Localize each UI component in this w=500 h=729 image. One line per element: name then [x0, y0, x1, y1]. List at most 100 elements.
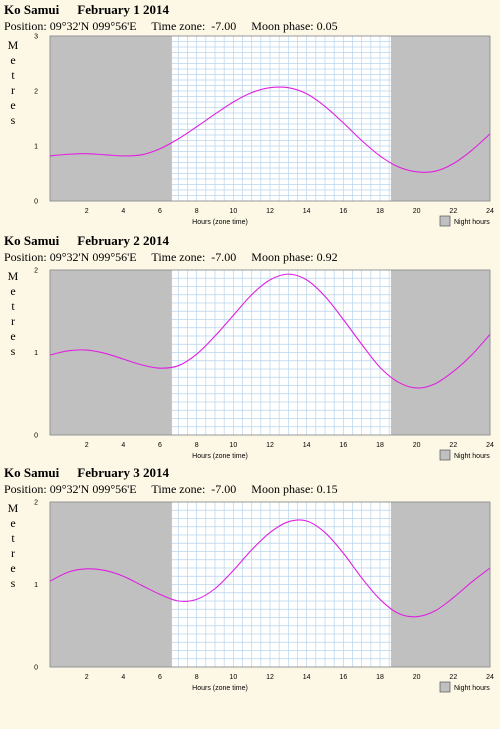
y-axis-label-letter: t: [11, 68, 15, 82]
x-tick-label: 10: [229, 442, 237, 449]
moon-phase: 0.92: [316, 250, 338, 264]
y-axis-label-letter: M: [7, 38, 19, 52]
x-tick-label: 6: [158, 442, 162, 449]
legend-label: Night hours: [454, 685, 490, 692]
moon-label: Moon phase:: [251, 250, 314, 264]
panel-info: Position: 09°32'N 099°56'E Time zone: -7…: [4, 250, 338, 265]
y-axis-label-letter: s: [10, 576, 16, 590]
position: 09°32'N 099°56'E: [49, 19, 137, 33]
y-tick-label: 1: [34, 582, 38, 589]
x-tick-label: 2: [85, 442, 89, 449]
legend-label: Night hours: [454, 219, 490, 226]
x-tick-label: 14: [303, 674, 311, 681]
y-axis-label-letter: t: [11, 299, 15, 313]
x-axis-label: Hours (zone time): [192, 685, 248, 692]
y-axis-label-letter: s: [10, 113, 16, 127]
x-tick-label: 8: [195, 442, 199, 449]
y-axis-label-letter: r: [11, 546, 15, 560]
x-tick-label: 24: [486, 208, 494, 215]
timezone: -7.00: [211, 482, 237, 496]
x-tick-label: 2: [85, 674, 89, 681]
x-tick-label: 4: [121, 674, 125, 681]
x-axis-label: Hours (zone time): [192, 453, 248, 460]
tide-curve: [49, 273, 491, 389]
tide-curve: [49, 519, 491, 618]
night-band: [391, 502, 490, 667]
y-tick-label: 0: [34, 433, 38, 440]
location: Ko Samui: [4, 233, 60, 248]
date: February 3 2014: [77, 465, 169, 480]
panel-title: Ko Samui February 2 2014: [4, 233, 169, 249]
y-axis-label-letter: e: [10, 284, 16, 298]
legend-label: Night hours: [454, 453, 490, 460]
x-tick-label: 12: [266, 442, 274, 449]
x-tick-label: 14: [303, 442, 311, 449]
x-tick-label: 22: [449, 208, 457, 215]
night-band: [50, 502, 172, 667]
x-tick-label: 22: [449, 674, 457, 681]
x-tick-label: 20: [413, 208, 421, 215]
date: February 2 2014: [77, 233, 169, 248]
x-tick-label: 18: [376, 442, 384, 449]
x-tick-label: 12: [266, 208, 274, 215]
y-tick-label: 2: [34, 268, 38, 275]
y-axis-label-letter: M: [7, 269, 19, 283]
panel-title: Ko Samui February 1 2014: [4, 2, 169, 18]
moon-phase: 0.05: [316, 19, 338, 33]
location: Ko Samui: [4, 2, 60, 17]
y-tick-label: 1: [34, 350, 38, 357]
timezone-label: Time zone:: [151, 482, 206, 496]
x-tick-label: 16: [339, 208, 347, 215]
position-label: Position:: [4, 482, 47, 496]
x-tick-label: 12: [266, 674, 274, 681]
y-tick-label: 1: [34, 144, 38, 151]
night-band: [391, 270, 490, 435]
x-tick-label: 8: [195, 208, 199, 215]
night-band: [391, 36, 490, 201]
y-axis-label-letter: e: [10, 329, 16, 343]
moon-label: Moon phase:: [251, 482, 314, 496]
x-tick-label: 18: [376, 674, 384, 681]
panel-info: Position: 09°32'N 099°56'E Time zone: -7…: [4, 19, 338, 34]
timezone-label: Time zone:: [151, 19, 206, 33]
y-axis-label-letter: s: [10, 344, 16, 358]
y-tick-label: 0: [34, 199, 38, 206]
x-tick-label: 16: [339, 442, 347, 449]
y-axis-label-letter: r: [11, 83, 15, 97]
tide-curve: [49, 86, 491, 173]
x-axis-label: Hours (zone time): [192, 219, 248, 226]
y-axis-label-letter: t: [11, 531, 15, 545]
x-tick-label: 6: [158, 674, 162, 681]
position: 09°32'N 099°56'E: [49, 250, 137, 264]
y-axis-label-letter: r: [11, 314, 15, 328]
x-tick-label: 20: [413, 442, 421, 449]
legend-swatch: [439, 215, 451, 227]
x-tick-label: 8: [195, 674, 199, 681]
panel-info: Position: 09°32'N 099°56'E Time zone: -7…: [4, 482, 338, 497]
timezone-label: Time zone:: [151, 250, 206, 264]
y-tick-label: 0: [34, 665, 38, 672]
y-axis-label-letter: e: [10, 516, 16, 530]
plot-frame: [49, 35, 491, 202]
x-tick-label: 10: [229, 208, 237, 215]
y-axis-label-letter: e: [10, 53, 16, 67]
date: February 1 2014: [77, 2, 169, 17]
legend-swatch: [439, 681, 451, 693]
x-tick-label: 24: [486, 674, 494, 681]
position-label: Position:: [4, 250, 47, 264]
x-tick-label: 10: [229, 674, 237, 681]
night-band: [50, 36, 172, 201]
timezone: -7.00: [211, 250, 237, 264]
timezone: -7.00: [211, 19, 237, 33]
x-tick-label: 16: [339, 674, 347, 681]
x-tick-label: 2: [85, 208, 89, 215]
x-tick-label: 6: [158, 208, 162, 215]
position: 09°32'N 099°56'E: [49, 482, 137, 496]
moon-label: Moon phase:: [251, 19, 314, 33]
